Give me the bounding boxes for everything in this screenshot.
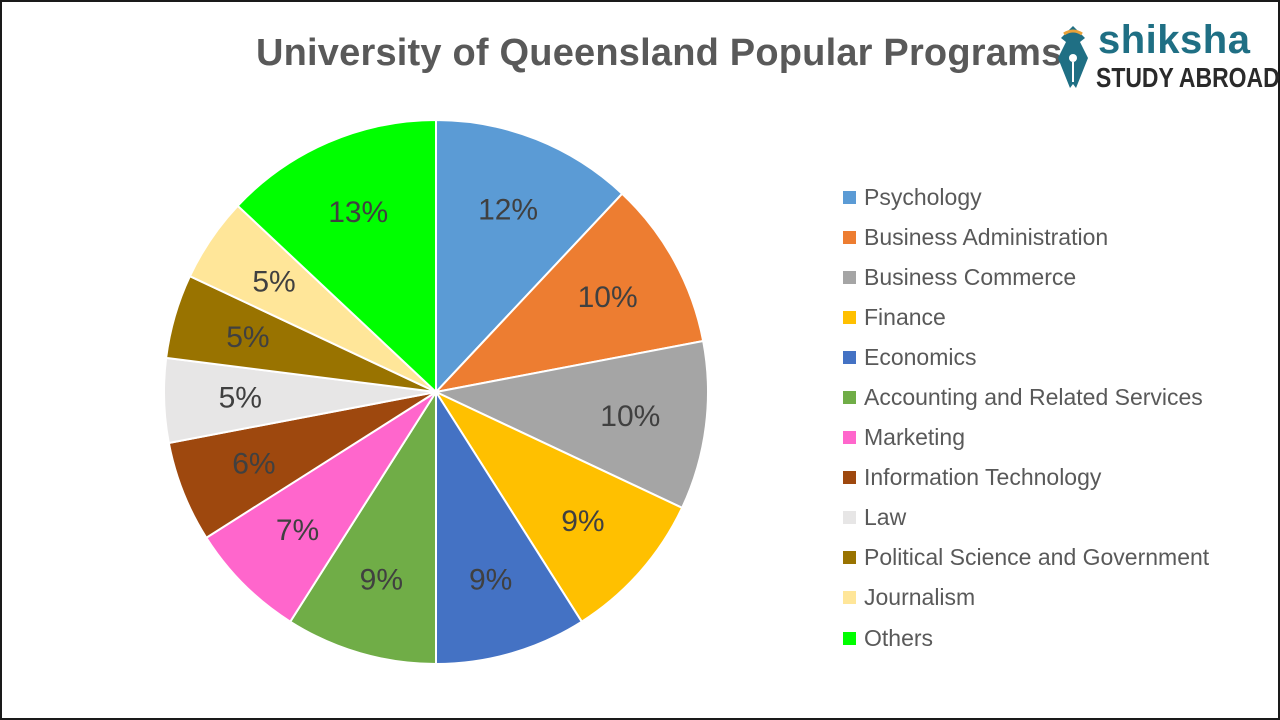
legend-label: Information Technology <box>864 464 1102 491</box>
legend-swatch <box>843 230 856 244</box>
legend-swatch <box>843 270 856 284</box>
legend-swatch <box>843 431 856 445</box>
slice-data-label: 6% <box>232 448 275 481</box>
pie-slice <box>204 391 437 624</box>
pie-slice <box>435 118 624 395</box>
logo-wordmark: shiksha <box>1098 18 1251 62</box>
legend-item: Economics <box>843 337 1209 377</box>
legend-swatch <box>843 471 856 485</box>
legend-label: Journalism <box>864 584 976 611</box>
pie-slice <box>236 118 437 395</box>
chart-title: University of Queensland Popular Program… <box>256 32 1063 74</box>
slice-data-label: 13% <box>328 196 388 229</box>
legend-swatch <box>843 310 856 324</box>
pen-nib-icon <box>1058 26 1088 88</box>
legend-label: Psychology <box>864 183 982 210</box>
legend-swatch <box>843 551 856 565</box>
legend-item: Others <box>843 618 1209 658</box>
pie-slice <box>432 339 709 510</box>
legend-item: Journalism <box>843 578 1209 618</box>
legend-item: Finance <box>843 297 1209 337</box>
pie-slice <box>288 388 437 666</box>
slice-data-label: 9% <box>561 505 604 538</box>
legend-label: Marketing <box>864 424 965 451</box>
legend-swatch <box>843 350 856 364</box>
legend-item: Marketing <box>843 418 1209 458</box>
shiksha-logo: shiksha STUDY ABROAD <box>1052 18 1280 94</box>
legend-item: Information Technology <box>843 458 1209 498</box>
legend-swatch <box>843 511 856 525</box>
legend-label: Law <box>864 504 907 531</box>
slice-data-label: 10% <box>578 281 638 314</box>
legend-label: Business Administration <box>864 223 1109 250</box>
legend-item: Political Science and Government <box>843 538 1209 578</box>
legend-item: Psychology <box>843 177 1209 217</box>
legend-swatch <box>843 391 856 405</box>
slice-data-label: 5% <box>252 265 295 298</box>
legend-swatch <box>843 631 856 645</box>
logo-subtitle: STUDY ABROAD <box>1096 62 1280 93</box>
chart-legend: Psychology Business Administration Busines… <box>843 177 1209 658</box>
legend-item: Business Administration <box>843 217 1209 257</box>
legend-label: Political Science and Government <box>864 544 1210 571</box>
legend-label: Accounting and Related Services <box>864 384 1203 411</box>
legend-label: Finance <box>864 303 946 330</box>
legend-item: Law <box>843 498 1209 538</box>
legend-item: Business Commerce <box>843 257 1209 297</box>
pie-slice <box>435 388 584 666</box>
pie-slice <box>433 389 684 624</box>
slice-data-label: 9% <box>360 564 403 597</box>
pie-slice <box>433 192 705 394</box>
slice-data-label: 9% <box>469 564 512 597</box>
legend-swatch <box>843 591 856 605</box>
slice-data-label: 7% <box>276 514 319 547</box>
legend-label: Economics <box>864 343 977 370</box>
legend-item: Accounting and Related Services <box>843 377 1209 417</box>
slice-data-label: 5% <box>219 382 262 415</box>
slice-data-label: 12% <box>478 193 538 226</box>
legend-label: Others <box>864 624 934 651</box>
slice-data-label: 5% <box>226 321 269 354</box>
legend-swatch <box>843 190 856 204</box>
slice-data-label: 10% <box>600 400 660 433</box>
legend-label: Business Commerce <box>864 263 1077 290</box>
